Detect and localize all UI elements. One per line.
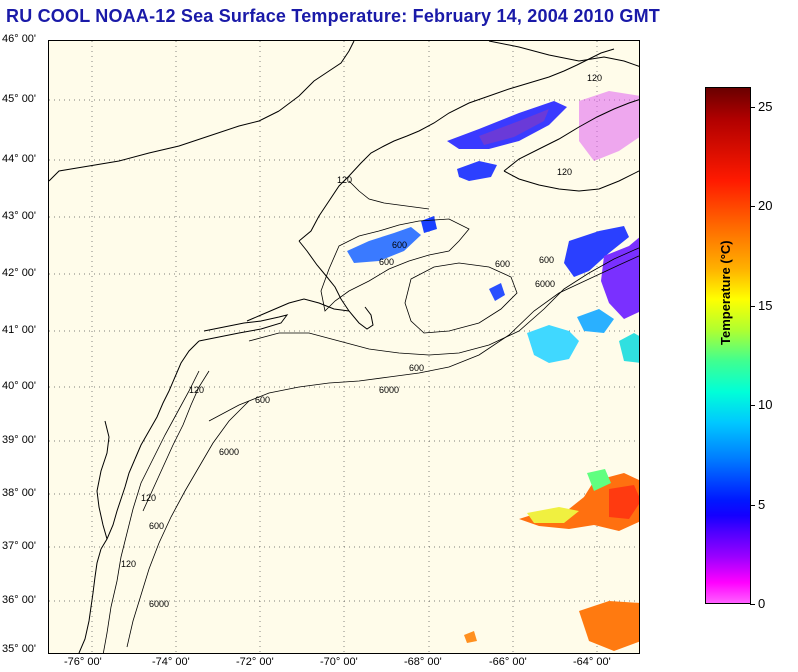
contour-120-gulf	[348, 180, 430, 210]
colorbar-tick-mark	[750, 305, 755, 307]
lat-label-38: 38° 00'	[2, 487, 37, 499]
sst-patch-south-orange	[579, 601, 639, 651]
contour-label: 600	[379, 257, 394, 267]
contour-label: 600	[495, 259, 510, 269]
colorbar-tick-mark	[750, 405, 755, 407]
coastline	[49, 41, 639, 653]
contour-label: 120	[587, 73, 602, 83]
contour-label: 600	[255, 395, 270, 405]
lat-label-42: 42° 00'	[2, 267, 37, 279]
colorbar-tick-label: 0	[758, 596, 766, 611]
sst-patch-gulf-of-maine-mid	[457, 161, 497, 181]
boundary-canada-2	[278, 41, 355, 112]
lon-label-76: -76° 00'	[64, 656, 102, 668]
coast-nova-scotia-south	[503, 170, 639, 192]
lon-label-68: -68° 00'	[404, 656, 442, 668]
colorbar-tick-label: 25	[758, 98, 773, 114]
contour-6000-mid-atlantic	[126, 400, 250, 648]
coast-new-jersey	[134, 340, 200, 460]
contour-label: 120	[189, 385, 204, 395]
contour-600-mid-atlantic	[102, 370, 200, 653]
lon-label-64: -64° 00'	[573, 656, 611, 668]
contour-label: 6000	[535, 279, 555, 289]
coast-pei-bay	[488, 41, 639, 67]
lat-label-46: 46° 00'	[2, 33, 37, 45]
sst-patch-south-speckle	[464, 631, 477, 643]
sst-patch-gulf-of-maine-north	[447, 101, 567, 149]
lat-label-44: 44° 00'	[2, 153, 37, 165]
coast-gulf-of-maine	[298, 48, 615, 242]
sst-patch-slope-yellow	[527, 507, 579, 523]
contour-label: 6000	[379, 385, 399, 395]
coast-delmarva	[100, 458, 136, 550]
contour-label: 600	[392, 240, 407, 250]
contour-label: 6000	[219, 447, 239, 457]
lat-label-45: 45° 00'	[2, 93, 37, 105]
contour-label: 6000	[149, 599, 169, 609]
contour-label: 600	[149, 521, 164, 531]
coast-carolina	[78, 548, 102, 653]
lat-label-35: 35° 00'	[2, 643, 37, 655]
contour-label: 120	[337, 175, 352, 185]
sst-data-patches	[347, 91, 639, 651]
sst-patch-georges-small	[489, 283, 505, 301]
lon-label-72: -72° 00'	[236, 656, 274, 668]
sst-patch-slope-warm-core	[609, 485, 639, 519]
sst-patch-shelf-cyan-3	[619, 333, 639, 363]
sst-patch-shelf-cyan-2	[577, 309, 614, 333]
sst-patch-bay-of-fundy-purple	[579, 91, 639, 161]
lat-label-43: 43° 00'	[2, 210, 37, 222]
colorbar-tick-label: 15	[758, 297, 773, 313]
colorbar-tick-label: 5	[758, 496, 766, 512]
colorbar-label: Temperature (°C)	[718, 240, 733, 345]
colorbar-tick-mark	[750, 106, 755, 108]
coast-new-england-south	[246, 298, 350, 322]
contour-label: 120	[141, 493, 156, 503]
sst-patch-slope-green	[587, 469, 611, 491]
contour-labels: 120 120 600 600 600 6000 600 120 600 600…	[121, 73, 602, 609]
lat-label-41: 41° 00'	[2, 324, 37, 336]
contour-6000-slope	[208, 255, 639, 422]
lon-label-70: -70° 00'	[320, 656, 358, 668]
sst-patch-east-purple	[601, 237, 639, 319]
lon-label-74: -74° 00'	[152, 656, 190, 668]
bathymetry-contours	[102, 180, 639, 653]
colorbar-tick-mark	[750, 604, 755, 605]
contour-120-shelf	[142, 370, 210, 512]
lat-label-37: 37° 00'	[2, 540, 37, 552]
contour-label: 120	[557, 167, 572, 177]
contour-600-georges-bank	[404, 262, 518, 334]
coast-nova-scotia	[503, 99, 639, 172]
temperature-colorbar	[705, 87, 751, 604]
graticule	[49, 41, 639, 653]
map-svg: 120 120 600 600 600 6000 600 120 600 600…	[49, 41, 639, 653]
coast-cape-cod	[298, 240, 374, 330]
contour-label: 120	[121, 559, 136, 569]
sst-patch-east-blue	[564, 226, 629, 277]
sst-patch-gulf-of-maine-north-core	[479, 109, 549, 145]
lat-label-36: 36° 00'	[2, 594, 37, 606]
lat-label-39: 39° 00'	[2, 434, 37, 446]
boundary-canada	[49, 110, 280, 182]
coast-long-island	[198, 314, 289, 342]
lon-label-66: -66° 00'	[489, 656, 527, 668]
contour-600-georges	[320, 218, 470, 312]
sst-patch-cape-cod-small	[421, 216, 437, 233]
sst-patch-georges-blue	[347, 227, 421, 263]
map-title: RU COOL NOAA-12 Sea Surface Temperature:…	[6, 6, 660, 26]
coast-chesapeake	[96, 420, 110, 540]
colorbar-tick-mark	[750, 206, 755, 208]
sst-patch-shelf-cyan	[527, 325, 579, 363]
colorbar-tick-label: 20	[758, 198, 773, 214]
contour-600-shelf	[248, 247, 639, 356]
colorbar-tick-label: 10	[758, 397, 773, 413]
colorbar-tick-mark	[750, 504, 755, 506]
contour-label: 600	[409, 363, 424, 373]
contour-label: 600	[539, 255, 554, 265]
sst-map: 120 120 600 600 600 6000 600 120 600 600…	[48, 40, 640, 654]
lat-label-40: 40° 00'	[2, 380, 37, 392]
